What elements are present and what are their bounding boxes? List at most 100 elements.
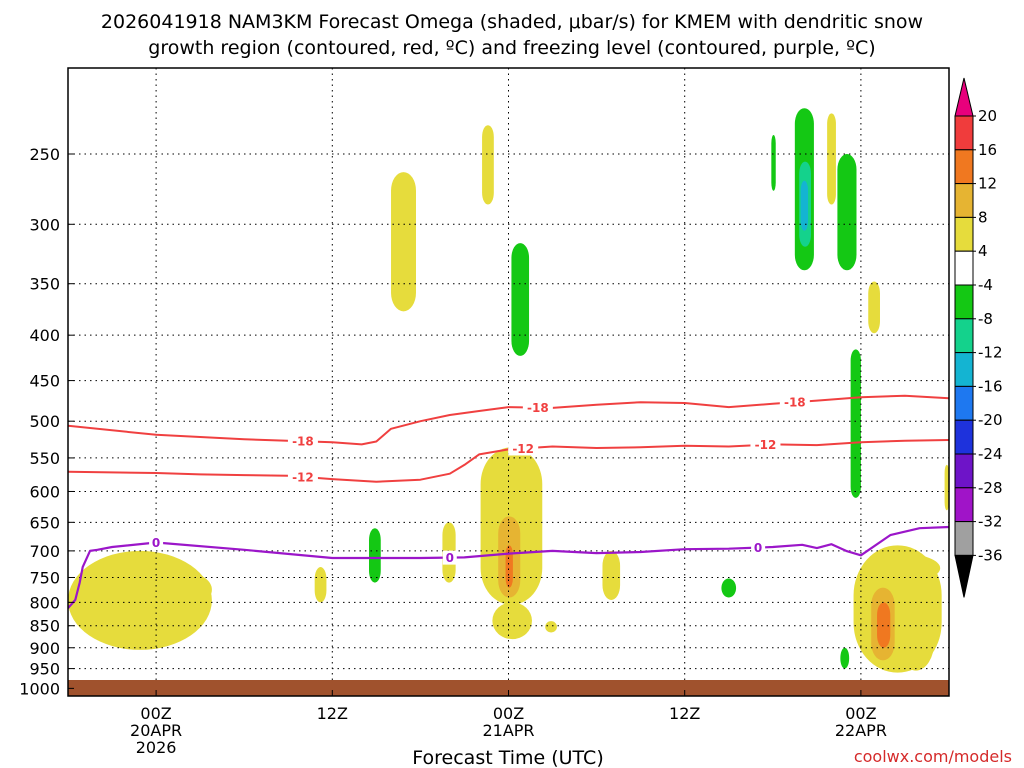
ytick-label-1000: 1000 — [19, 679, 60, 698]
contour-line--12 — [68, 439, 949, 483]
ytick-label-700: 700 — [29, 542, 60, 561]
xtick-label-24-0: 00Z — [493, 704, 524, 723]
omega-region-2 — [511, 243, 530, 356]
colorbar-label-11: -28 — [978, 479, 1003, 497]
omega-region-18 — [314, 567, 327, 603]
ytick-label-550: 550 — [29, 449, 60, 468]
colorbar-swatch-11 — [954, 487, 974, 523]
omega-region-0 — [391, 172, 416, 312]
colorbar-label-13: -36 — [978, 546, 1003, 564]
colorbar-bottom-arrow — [954, 554, 974, 598]
colorbar-label-0: 20 — [978, 107, 997, 125]
colorbar-label-10: -24 — [978, 445, 1003, 463]
ytick-label-850: 850 — [29, 617, 60, 636]
colorbar-swatch-3 — [954, 216, 974, 252]
xtick-label-0-2: 2026 — [136, 738, 177, 757]
xtick-label-48-0: 00Z — [845, 704, 876, 723]
ytick-label-900: 900 — [29, 639, 60, 658]
chart-title-line-2: growth region (contoured, red, ºC) and f… — [148, 37, 875, 59]
ytick-label-500: 500 — [29, 412, 60, 431]
colorbar-label-8: -16 — [978, 377, 1003, 395]
xtick-label-0-1: 20APR — [130, 721, 182, 740]
colorbar-swatch-1 — [954, 149, 974, 185]
colorbar-label-12: -32 — [978, 513, 1003, 531]
xtick-label-12-0: 12Z — [317, 704, 348, 723]
omega-colorbar: 20 16 12 8 4 -4 -8 -12 -16 -20 -24 -28 -32 -36 — [954, 77, 1003, 598]
omega-region-5 — [800, 180, 809, 231]
colorbar-label-6: -8 — [978, 310, 993, 328]
contour-label-bg--18-2 — [779, 395, 810, 410]
contour-label--18-2: -18 — [784, 396, 806, 410]
colorbar-label-9: -20 — [978, 411, 1003, 429]
omega-lobe-2 — [863, 553, 941, 583]
colorbar-swatch-10 — [954, 453, 974, 489]
contour-label-bg--12-1 — [508, 441, 539, 456]
contour-label-bg-0-1 — [751, 540, 766, 555]
omega-region-21 — [721, 578, 737, 598]
omega-region-8 — [837, 154, 857, 271]
ytick-label-950: 950 — [29, 660, 60, 679]
contour-label-bg--18-0 — [287, 434, 318, 449]
contour-label-bg--12-2 — [750, 437, 781, 452]
ytick-label-800: 800 — [29, 593, 60, 612]
xtick-label-48-1: 22APR — [835, 721, 887, 740]
ytick-label-400: 400 — [29, 326, 60, 345]
colorbar-swatch-4 — [954, 250, 974, 286]
ytick-label-450: 450 — [29, 372, 60, 391]
omega-lobe-1 — [159, 572, 212, 608]
contour-line-0 — [68, 525, 949, 609]
xtick-label-36-0: 12Z — [669, 704, 700, 723]
contour-label-bg-0-2 — [149, 535, 164, 550]
omega-region-1 — [482, 125, 494, 205]
contour-label-0-1: 0 — [754, 541, 762, 555]
colorbar-swatch-7 — [954, 352, 974, 387]
contour-label-0-0: 0 — [446, 551, 454, 565]
omega-region-15 — [505, 545, 513, 588]
colorbar-swatch-0 — [954, 115, 974, 151]
omega-region-7 — [827, 113, 836, 205]
contour-label--18-1: -18 — [527, 401, 549, 415]
contour-label-bg--18-1 — [522, 400, 553, 415]
colorbar-label-4: 4 — [978, 242, 988, 260]
contour-label--18-0: -18 — [292, 435, 314, 449]
contour-label--12-0: -12 — [292, 470, 314, 484]
omega-region-17 — [369, 528, 381, 583]
omega-region-25 — [877, 602, 891, 648]
omega-lobe-3 — [897, 611, 935, 671]
colorbar-swatch-5 — [954, 284, 974, 320]
omega-region-26 — [840, 647, 850, 669]
y-axis-ticks: 250 300 350 400 450 500 550 600 650 700 750 800 850 9… — [19, 145, 74, 698]
contour-label--12-1: -12 — [512, 442, 534, 456]
colorbar-label-5: -4 — [978, 276, 993, 294]
omega-shading — [68, 108, 949, 673]
omega-region-11 — [944, 464, 949, 511]
omega-region-6 — [771, 135, 776, 191]
colorbar-swatch-2 — [954, 183, 974, 218]
xtick-label-0-0: 00Z — [140, 704, 171, 723]
omega-region-9 — [868, 281, 880, 334]
colorbar-label-7: -12 — [978, 344, 1003, 362]
ytick-label-300: 300 — [29, 215, 60, 234]
omega-region-13 — [492, 602, 532, 640]
ytick-label-750: 750 — [29, 568, 60, 587]
ground-surface-bar — [68, 680, 949, 696]
colorbar-swatch-12 — [954, 521, 974, 556]
chart-title-line-1: 2026041918 NAM3KM Forecast Omega (shaded… — [101, 11, 923, 33]
contour-label-bg-0-0 — [442, 550, 457, 565]
xtick-label-24-1: 21APR — [482, 721, 534, 740]
colorbar-swatch-9 — [954, 419, 974, 455]
omega-lobe-0 — [90, 561, 164, 612]
colorbar-label-2: 12 — [978, 175, 997, 193]
colorbar-swatch-6 — [954, 318, 974, 354]
ytick-label-250: 250 — [29, 145, 60, 164]
credit-text[interactable]: coolwx.com/models — [854, 747, 1012, 766]
colorbar-swatch-8 — [954, 385, 974, 421]
temperature-contours: -18 -18 -18 -12 -12 -12 0 0 0 — [68, 394, 949, 609]
colorbar-label-1: 16 — [978, 141, 997, 159]
omega-region-16 — [545, 621, 557, 633]
x-axis-label: Forecast Time (UTC) — [412, 747, 603, 768]
colorbar-label-3: 8 — [978, 208, 988, 226]
contour-label--12-2: -12 — [755, 438, 777, 452]
